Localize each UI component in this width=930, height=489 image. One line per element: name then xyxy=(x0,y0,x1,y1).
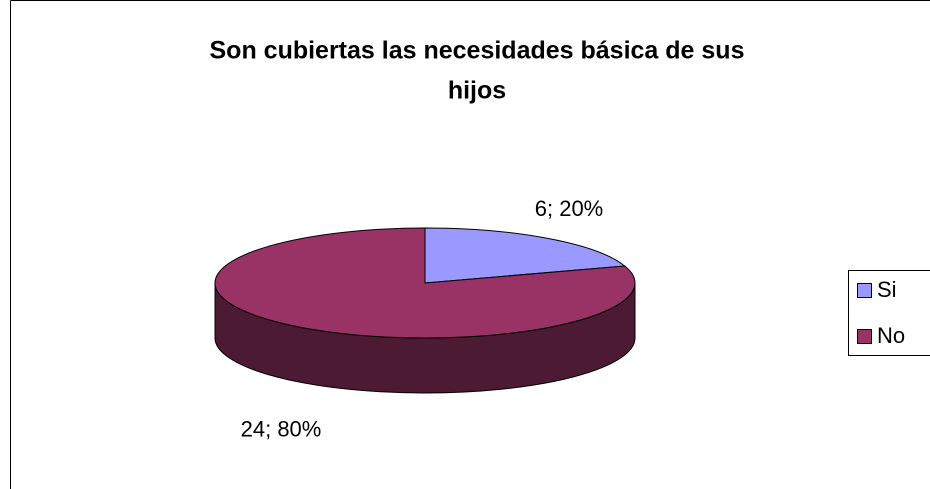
pie-slice xyxy=(214,227,636,339)
legend-label: Si xyxy=(877,277,897,302)
data-label: 6; 20% xyxy=(535,196,604,221)
legend-swatch xyxy=(857,329,872,344)
chart-title: hijos xyxy=(448,77,506,105)
chart-title: Son cubiertas las necesidades básica de … xyxy=(210,37,745,65)
pie-slice xyxy=(424,227,627,284)
legend-swatch xyxy=(857,283,872,298)
legend-label: No xyxy=(877,323,905,348)
data-label: 24; 80% xyxy=(241,417,322,442)
